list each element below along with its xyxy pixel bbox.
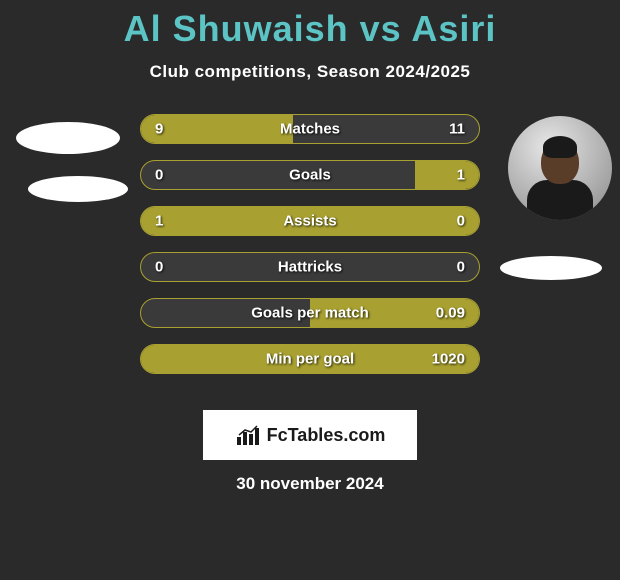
stat-label: Goals per match [251, 305, 369, 322]
ellipse-decoration [16, 122, 120, 154]
chart-icon [235, 425, 261, 445]
subtitle: Club competitions, Season 2024/2025 [0, 62, 620, 82]
stat-row-goals: 0 Goals 1 [140, 160, 480, 190]
avatar-head [541, 140, 579, 184]
stat-row-matches: 9 Matches 11 [140, 114, 480, 144]
stat-value-left: 9 [155, 121, 163, 138]
stat-label: Assists [283, 213, 336, 230]
ellipse-decoration [500, 256, 602, 280]
stat-row-goals-per-match: Goals per match 0.09 [140, 298, 480, 328]
stat-value-left: 1 [155, 213, 163, 230]
avatar-hair [543, 136, 577, 158]
stat-row-min-per-goal: Min per goal 1020 [140, 344, 480, 374]
stat-value-right: 11 [449, 121, 465, 138]
avatar-body [527, 180, 593, 220]
stat-label: Min per goal [266, 351, 354, 368]
page-title: Al Shuwaish vs Asiri [0, 0, 620, 50]
stat-label: Goals [289, 167, 331, 184]
player-right-avatar [508, 116, 612, 220]
stat-row-hattricks: 0 Hattricks 0 [140, 252, 480, 282]
brand-text: FcTables.com [267, 425, 386, 446]
bar-fill-right [415, 161, 479, 189]
stat-label: Hattricks [278, 259, 342, 276]
stat-value-right: 0.09 [436, 305, 465, 322]
player-right-avatar-area [508, 116, 612, 220]
brand-badge: FcTables.com [203, 410, 417, 460]
stat-row-assists: 1 Assists 0 [140, 206, 480, 236]
stat-value-right: 1 [457, 167, 465, 184]
stat-value-left: 0 [155, 259, 163, 276]
avatar-silhouette [525, 140, 595, 220]
stat-value-right: 1020 [432, 351, 465, 368]
bar-fill-left [141, 115, 293, 143]
date-label: 30 november 2024 [0, 474, 620, 494]
comparison-container: 9 Matches 11 0 Goals 1 1 Assists 0 0 Hat… [0, 112, 620, 402]
stats-bars: 9 Matches 11 0 Goals 1 1 Assists 0 0 Hat… [140, 112, 480, 374]
stat-value-right: 0 [457, 213, 465, 230]
stat-value-left: 0 [155, 167, 163, 184]
stat-label: Matches [280, 121, 340, 138]
stat-value-right: 0 [457, 259, 465, 276]
ellipse-decoration [28, 176, 128, 202]
